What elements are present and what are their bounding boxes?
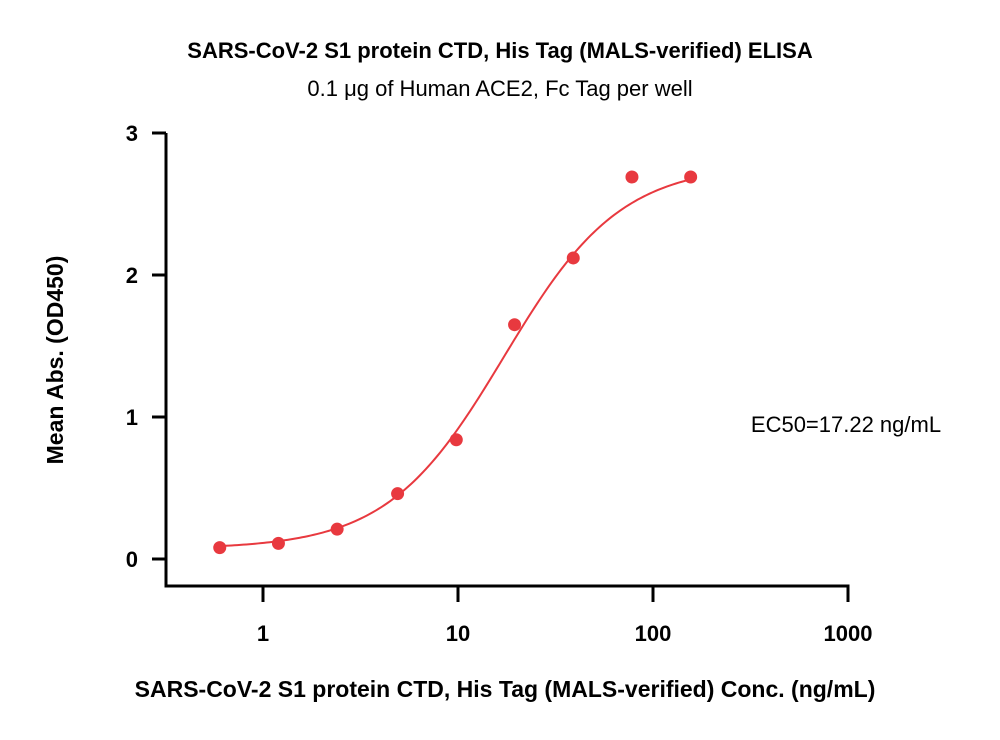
y-tick-label: 0: [126, 547, 138, 572]
data-point: [330, 522, 344, 536]
data-point: [508, 318, 522, 332]
y-tick-label: 2: [126, 263, 138, 288]
data-point: [625, 170, 639, 184]
x-tick-label: 1000: [824, 621, 873, 646]
chart-title: SARS-CoV-2 S1 protein CTD, His Tag (MALS…: [187, 38, 813, 63]
ec50-annotation: EC50=17.22 ng/mL: [751, 412, 941, 437]
data-point: [449, 433, 463, 447]
axes: [164, 133, 850, 588]
data-point: [213, 541, 227, 555]
ticks: 0 1 2 3 1 10 100 1000: [126, 121, 873, 646]
x-tick-label: 10: [446, 621, 470, 646]
y-tick-label: 3: [126, 121, 138, 146]
x-tick-label: 100: [635, 621, 672, 646]
x-tick-label: 1: [257, 621, 269, 646]
x-axis-label: SARS-CoV-2 S1 protein CTD, His Tag (MALS…: [135, 676, 876, 702]
data-point: [684, 170, 698, 184]
data-point: [391, 487, 405, 501]
data-point: [566, 251, 580, 265]
fit-curve-group: [219, 178, 691, 548]
y-axis-label: Mean Abs. (OD450): [42, 256, 68, 465]
data-points: [213, 170, 698, 555]
data-point: [271, 536, 285, 550]
chart-subtitle: 0.1 μg of Human ACE2, Fc Tag per well: [307, 76, 692, 101]
fit-curve: [219, 178, 691, 548]
y-tick-label: 1: [126, 405, 138, 430]
